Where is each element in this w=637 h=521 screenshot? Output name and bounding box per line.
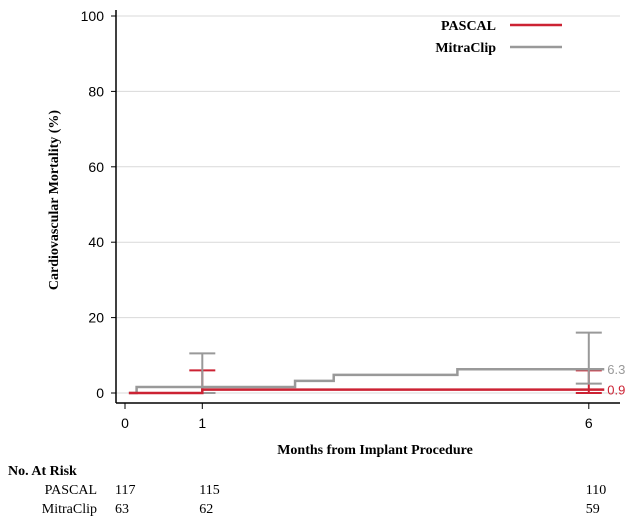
x-axis-label: Months from Implant Procedure xyxy=(277,443,473,458)
legend-label: PASCAL xyxy=(441,19,496,34)
y-tick-label: 20 xyxy=(88,310,104,326)
at-risk-value: 115 xyxy=(199,483,219,498)
axes xyxy=(115,10,620,404)
end-labels: 6.30.9 xyxy=(607,362,625,397)
legend: PASCAL MitraClip xyxy=(435,19,562,56)
series-line-pascal xyxy=(128,388,605,395)
legend-label: MitraClip xyxy=(435,41,496,56)
x-tick-label: 0 xyxy=(121,415,129,431)
error-bars xyxy=(189,331,602,394)
at-risk-row-label: PASCAL xyxy=(45,483,97,498)
y-tick-label: 80 xyxy=(88,83,104,99)
at-risk-value: 59 xyxy=(586,502,600,517)
series-lines xyxy=(128,367,605,395)
gridlines xyxy=(116,15,620,394)
y-tick-label: 60 xyxy=(88,159,104,175)
at-risk-table: No. At Risk PASCAL 117 115 110 MitraClip 63 62 5… xyxy=(8,464,606,517)
end-label-mitraclip: 6.3 xyxy=(607,362,625,377)
y-tick-label: 100 xyxy=(81,8,105,24)
at-risk-value: 117 xyxy=(115,483,135,498)
series-line-mitraclip xyxy=(128,367,605,395)
at-risk-row-label: MitraClip xyxy=(42,502,97,517)
at-risk-value: 110 xyxy=(586,483,606,498)
y-tick-label: 40 xyxy=(88,234,104,250)
at-risk-value: 62 xyxy=(199,502,213,517)
y-axis-label: Cardiovascular Mortality (%) xyxy=(47,110,62,290)
x-tick-label: 6 xyxy=(585,415,593,431)
at-risk-title: No. At Risk xyxy=(8,464,77,479)
y-tick-label: 0 xyxy=(96,385,104,401)
end-label-pascal: 0.9 xyxy=(607,383,625,398)
at-risk-value: 63 xyxy=(115,502,129,517)
tick-labels: 0 20 40 60 80 100 0 1 6 xyxy=(81,8,593,431)
x-tick-label: 1 xyxy=(198,415,206,431)
